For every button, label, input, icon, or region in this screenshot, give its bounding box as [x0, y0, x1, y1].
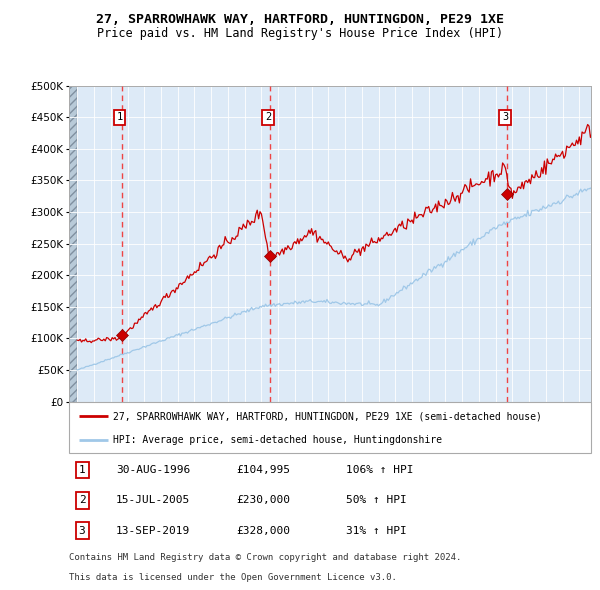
Text: Price paid vs. HM Land Registry's House Price Index (HPI): Price paid vs. HM Land Registry's House …	[97, 27, 503, 40]
Text: 1: 1	[79, 466, 85, 476]
Text: £104,995: £104,995	[236, 466, 290, 476]
Text: 30-AUG-1996: 30-AUG-1996	[116, 466, 190, 476]
Text: 50% ↑ HPI: 50% ↑ HPI	[346, 496, 406, 506]
Text: 2: 2	[79, 496, 85, 506]
Text: Contains HM Land Registry data © Crown copyright and database right 2024.: Contains HM Land Registry data © Crown c…	[69, 553, 461, 562]
Text: 27, SPARROWHAWK WAY, HARTFORD, HUNTINGDON, PE29 1XE: 27, SPARROWHAWK WAY, HARTFORD, HUNTINGDO…	[96, 13, 504, 26]
Text: HPI: Average price, semi-detached house, Huntingdonshire: HPI: Average price, semi-detached house,…	[113, 435, 442, 445]
Text: 13-SEP-2019: 13-SEP-2019	[116, 526, 190, 536]
Text: 2: 2	[265, 112, 271, 122]
Text: 3: 3	[502, 112, 508, 122]
FancyBboxPatch shape	[69, 402, 591, 453]
Text: £328,000: £328,000	[236, 526, 290, 536]
Text: 27, SPARROWHAWK WAY, HARTFORD, HUNTINGDON, PE29 1XE (semi-detached house): 27, SPARROWHAWK WAY, HARTFORD, HUNTINGDO…	[113, 411, 542, 421]
Text: This data is licensed under the Open Government Licence v3.0.: This data is licensed under the Open Gov…	[69, 573, 397, 582]
Text: 106% ↑ HPI: 106% ↑ HPI	[346, 466, 413, 476]
Text: 15-JUL-2005: 15-JUL-2005	[116, 496, 190, 506]
Text: 3: 3	[79, 526, 85, 536]
Text: £230,000: £230,000	[236, 496, 290, 506]
Text: 31% ↑ HPI: 31% ↑ HPI	[346, 526, 406, 536]
Text: 1: 1	[116, 112, 122, 122]
